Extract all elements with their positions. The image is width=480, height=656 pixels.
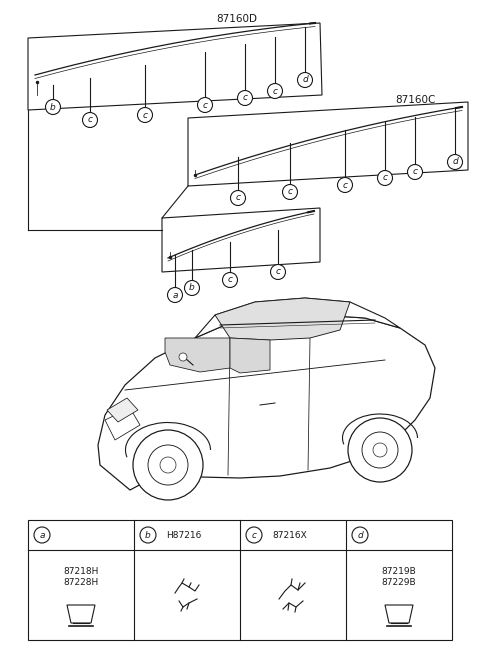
Text: c: c	[236, 194, 240, 203]
Text: b: b	[145, 531, 151, 539]
Polygon shape	[98, 315, 435, 490]
Text: a: a	[172, 291, 178, 300]
Circle shape	[377, 171, 393, 186]
Text: d: d	[452, 157, 458, 167]
Text: c: c	[276, 268, 280, 276]
Circle shape	[348, 418, 412, 482]
Text: c: c	[343, 180, 348, 190]
Circle shape	[246, 527, 262, 543]
Circle shape	[267, 83, 283, 98]
Text: c: c	[203, 100, 207, 110]
Text: c: c	[273, 87, 277, 96]
Circle shape	[447, 155, 463, 169]
Text: c: c	[228, 276, 232, 285]
Text: c: c	[252, 531, 256, 539]
Polygon shape	[165, 338, 230, 372]
Text: d: d	[357, 531, 363, 539]
Bar	[28, 520, 452, 640]
Polygon shape	[215, 298, 350, 340]
Circle shape	[283, 184, 298, 199]
Text: c: c	[288, 188, 292, 197]
Text: 87160C: 87160C	[395, 95, 435, 105]
Polygon shape	[107, 398, 138, 422]
Text: a: a	[39, 531, 45, 539]
Circle shape	[223, 272, 238, 287]
Circle shape	[184, 281, 200, 295]
Circle shape	[83, 112, 97, 127]
Circle shape	[34, 527, 50, 543]
Text: c: c	[383, 173, 387, 182]
Circle shape	[179, 353, 187, 361]
Text: 87160D: 87160D	[216, 14, 257, 24]
Polygon shape	[230, 338, 270, 373]
Text: d: d	[302, 75, 308, 85]
Circle shape	[238, 91, 252, 106]
Text: c: c	[242, 94, 248, 102]
Circle shape	[271, 264, 286, 279]
Text: c: c	[412, 167, 418, 176]
Circle shape	[197, 98, 213, 112]
Circle shape	[352, 527, 368, 543]
Text: 87218H
87228H: 87218H 87228H	[63, 567, 99, 587]
Circle shape	[133, 430, 203, 500]
Text: c: c	[143, 110, 147, 119]
Circle shape	[298, 73, 312, 87]
Text: H87216: H87216	[166, 531, 202, 539]
Polygon shape	[195, 298, 400, 338]
Circle shape	[168, 287, 182, 302]
Circle shape	[408, 165, 422, 180]
Text: b: b	[189, 283, 195, 293]
Circle shape	[140, 527, 156, 543]
Circle shape	[230, 190, 245, 205]
Text: 87219B
87229B: 87219B 87229B	[382, 567, 416, 587]
Circle shape	[337, 178, 352, 192]
Circle shape	[46, 100, 60, 115]
Text: b: b	[50, 102, 56, 112]
Text: 87216X: 87216X	[272, 531, 307, 539]
Text: c: c	[87, 115, 93, 125]
Circle shape	[137, 108, 153, 123]
